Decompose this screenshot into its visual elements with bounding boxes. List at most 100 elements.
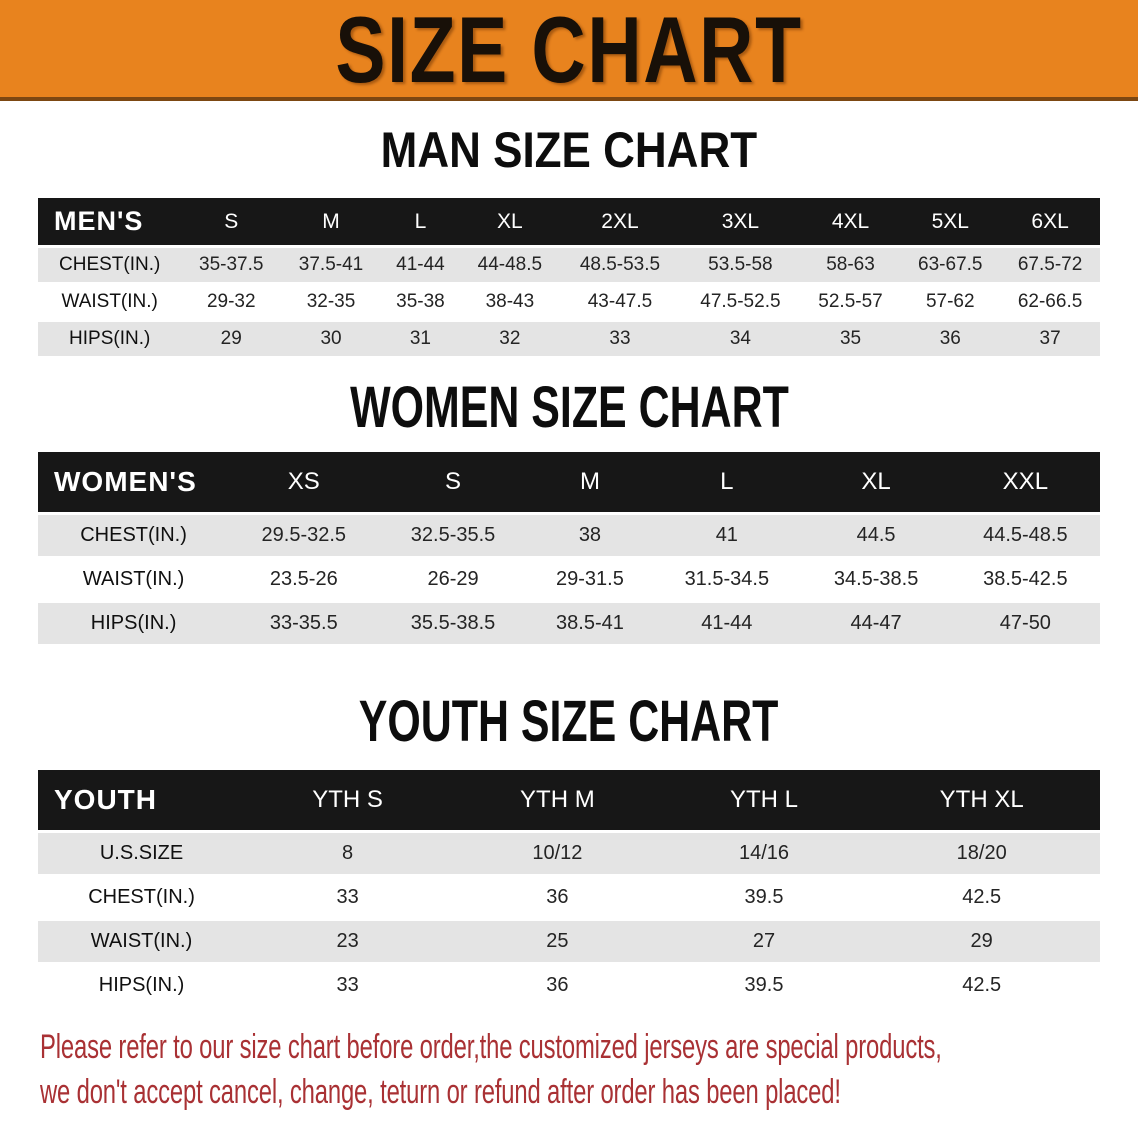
- size-value: 43-47.5: [587, 291, 653, 312]
- size-value: 33: [336, 974, 359, 996]
- womens-chart-title-text: WOMEN SIZE CHART: [349, 375, 789, 440]
- size-value: 35-38: [396, 291, 445, 312]
- measurement-row: CHEST(IN.) 29.5-32.5 32.5-35.5 38 41 44.5 44.5…: [38, 515, 1100, 556]
- size-value: 25: [546, 930, 569, 952]
- measurement-label: CHEST(IN.): [88, 886, 195, 908]
- size-value: 57-62: [925, 291, 975, 312]
- size-column-header: XS: [229, 452, 379, 512]
- size-value: 30: [320, 328, 342, 349]
- size-value: 35.5-38.5: [410, 612, 496, 634]
- size-value: 32.5-35.5: [410, 524, 496, 546]
- measurement-label: HIPS(IN.): [90, 612, 177, 634]
- size-value: 52.5-57: [818, 291, 883, 312]
- size-value: 67.5-72: [1017, 254, 1083, 275]
- size-column-header: YTH L: [664, 770, 864, 830]
- size-column-header: YTH XL: [863, 770, 1100, 830]
- mens-chart-title: MAN SIZE CHART: [0, 125, 1138, 175]
- measurement-row: WAIST(IN.) 23 25 27 29: [38, 921, 1100, 962]
- banner: SIZE CHART: [0, 0, 1138, 101]
- measurement-label: CHEST(IN.): [59, 254, 161, 275]
- size-value: 41: [715, 524, 738, 546]
- size-value: 31: [409, 328, 431, 349]
- measurement-label: HIPS(IN.): [98, 974, 185, 996]
- size-header-row: MEN'S S M L XL 2XL 3XL 4XL 5XL 6XL: [38, 198, 1100, 245]
- size-value: 36: [546, 974, 569, 996]
- size-column-header: S: [181, 198, 282, 245]
- youth-size-table: YOUTH YTH S YTH M YTH L YTH XL U.S.SIZE 8 10/12…: [38, 767, 1100, 1009]
- size-column-header: YTH S: [245, 770, 451, 830]
- size-value: 44-47: [850, 612, 902, 634]
- size-value: 29: [970, 930, 993, 952]
- size-value: 8: [342, 842, 354, 864]
- youth-chart-title: YOUTH SIZE CHART: [0, 693, 1138, 751]
- size-value: 48.5-53.5: [579, 254, 661, 275]
- size-column-header: M: [527, 452, 653, 512]
- size-value: 18/20: [956, 842, 1007, 864]
- size-column-header: 2XL: [559, 198, 681, 245]
- measurement-row: HIPS(IN.) 29 30 31 32 33 34 35 36 37: [38, 322, 1100, 356]
- disclaimer: Please refer to our size chart before or…: [40, 1025, 1138, 1115]
- disclaimer-line-2-text: we don't accept cancel, change, teturn o…: [40, 1073, 841, 1111]
- size-value: 29-31.5: [556, 568, 624, 590]
- size-column-header: 4XL: [800, 198, 901, 245]
- table-corner-label: WOMEN'S: [38, 452, 230, 512]
- size-value: 37.5-41: [298, 254, 364, 275]
- measurement-label: U.S.SIZE: [99, 842, 184, 864]
- size-value: 37: [1039, 328, 1061, 349]
- size-value: 29-32: [206, 291, 256, 312]
- size-value: 32: [499, 328, 521, 349]
- size-value: 44-48.5: [477, 254, 543, 275]
- size-value: 35-37.5: [199, 254, 264, 275]
- disclaimer-line-2: we don't accept cancel, change, teturn o…: [40, 1070, 1138, 1115]
- size-value: 32-35: [306, 291, 356, 312]
- size-value: 42.5: [962, 886, 1002, 908]
- size-value: 36: [939, 328, 961, 349]
- size-value: 39.5: [744, 974, 784, 996]
- size-column-header: 5XL: [900, 198, 1001, 245]
- table-corner-label: YOUTH: [38, 770, 246, 830]
- size-value: 38-43: [485, 291, 535, 312]
- measurement-row: WAIST(IN.) 23.5-26 26-29 29-31.5 31.5-34.5 34…: [38, 559, 1100, 600]
- measurement-label: HIPS(IN.): [69, 328, 151, 349]
- disclaimer-line-1: Please refer to our size chart before or…: [40, 1025, 1138, 1070]
- size-value: 33: [336, 886, 359, 908]
- size-column-header: XXL: [950, 452, 1100, 512]
- size-value: 27: [752, 930, 776, 952]
- youth-size-chart-section: YOUTH SIZE CHART YOUTH YTH S YTH M YTH L YTH…: [0, 693, 1138, 1009]
- size-value: 26-29: [427, 568, 479, 590]
- banner-title: SIZE CHART: [335, 0, 803, 102]
- size-value: 39.5: [744, 886, 784, 908]
- size-column-header: 3XL: [680, 198, 801, 245]
- size-value: 34.5-38.5: [833, 568, 919, 590]
- size-column-header: XL: [459, 198, 560, 245]
- mens-chart-title-text: MAN SIZE CHART: [380, 122, 758, 178]
- size-value: 14/16: [738, 842, 790, 864]
- size-value: 44.5: [856, 524, 896, 546]
- size-value: 35: [839, 328, 862, 349]
- size-value: 29: [220, 328, 242, 349]
- size-value: 33: [609, 328, 631, 349]
- measurement-label: WAIST(IN.): [82, 568, 185, 590]
- mens-size-table: MEN'S S M L XL 2XL 3XL 4XL 5XL 6XL CHEST(IN.) 35-37…: [38, 195, 1100, 359]
- size-value: 38: [578, 524, 602, 546]
- size-value: 38.5-42.5: [983, 568, 1068, 590]
- disclaimer-line-1-text: Please refer to our size chart before or…: [40, 1028, 942, 1066]
- size-value: 63-67.5: [918, 254, 983, 275]
- size-value: 10/12: [532, 842, 583, 864]
- size-column-header: L: [380, 198, 460, 245]
- size-column-header: XL: [801, 452, 951, 512]
- measurement-label: WAIST(IN.): [90, 930, 193, 952]
- measurement-label: WAIST(IN.): [61, 291, 158, 312]
- measurement-row: CHEST(IN.) 35-37.5 37.5-41 41-44 44-48.5 48.5…: [38, 248, 1100, 282]
- size-column-header: M: [281, 198, 381, 245]
- size-column-header: L: [652, 452, 802, 512]
- size-value: 44.5-48.5: [983, 524, 1068, 546]
- measurement-label: CHEST(IN.): [80, 524, 187, 546]
- size-column-header: S: [378, 452, 528, 512]
- size-value: 23.5-26: [269, 568, 338, 590]
- size-value: 34: [729, 328, 751, 349]
- size-value: 29.5-32.5: [261, 524, 347, 546]
- size-value: 36: [546, 886, 569, 908]
- size-value: 41-44: [396, 254, 445, 275]
